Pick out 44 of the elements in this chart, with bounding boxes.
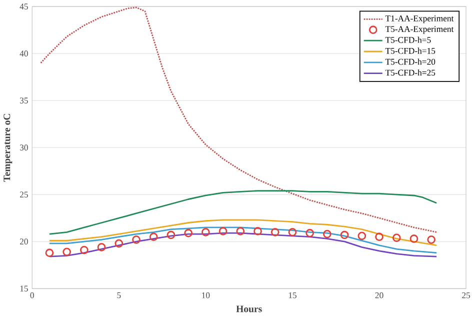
point (218, 227, 228, 236)
legend-label: T1-AA-Experiment (385, 16, 454, 24)
point (149, 232, 158, 242)
point (97, 243, 106, 252)
x-axis-title: Hours (236, 306, 262, 312)
x-tick-label: 20 (375, 292, 384, 298)
point (323, 230, 332, 238)
point (236, 227, 245, 236)
point (375, 232, 384, 242)
point (184, 229, 193, 238)
point (288, 228, 297, 236)
point (427, 236, 436, 244)
point (114, 239, 124, 248)
point (80, 246, 88, 254)
legend-label: T5-CFD-h=20 (385, 58, 436, 65)
y-tick-label: 40 (20, 50, 28, 57)
x-tick-label: 15 (288, 292, 296, 298)
y-axis-title: Temperature oC (4, 114, 12, 182)
y-tick-label: 35 (20, 98, 28, 104)
x-tick-label: 25 (462, 292, 470, 298)
point (132, 236, 140, 244)
y-tick-label: 15 (20, 286, 28, 292)
legend-label: T5-CFD-h=15 (385, 48, 436, 54)
point (410, 234, 418, 243)
point (306, 229, 314, 238)
point (62, 248, 72, 256)
legend-label: T5-AA-Experiment (385, 26, 454, 34)
point (166, 230, 176, 240)
x-tick-label: 10 (202, 292, 210, 298)
point (202, 228, 210, 236)
point (270, 228, 280, 236)
point (45, 248, 54, 258)
point (254, 227, 262, 236)
legend-label: T5-CFD-h=5 (385, 36, 431, 43)
point (340, 230, 349, 240)
x-tick-label: 5 (117, 292, 121, 298)
y-tick-label: 30 (20, 144, 28, 151)
point (358, 232, 366, 240)
legend-label: T5-CFD-h=25 (385, 70, 436, 76)
y-tick-label: 25 (20, 192, 28, 198)
y-tick-label: 20 (20, 238, 28, 245)
x-tick-label: 0 (30, 292, 34, 298)
point (392, 234, 401, 242)
y-tick-label: 45 (20, 4, 28, 10)
